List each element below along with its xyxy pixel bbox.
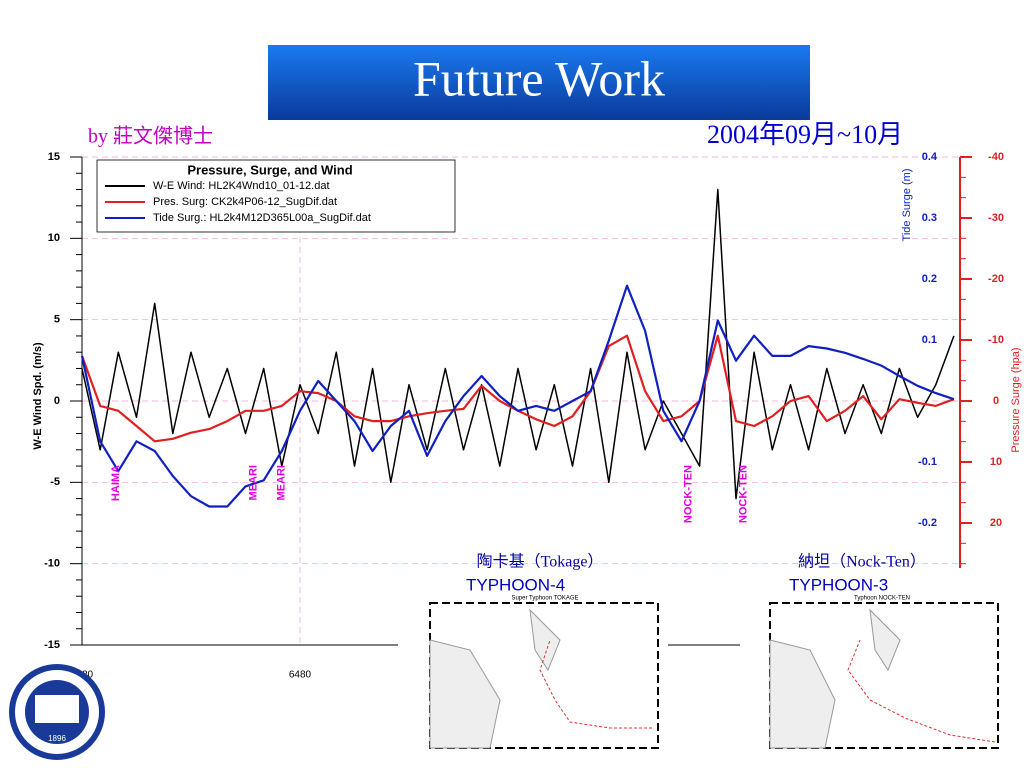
series-line [80,334,955,443]
legend-title: Pressure, Surge, and Wind [187,162,352,177]
annotation: MEARI [275,465,287,500]
legend-label: Tide Surg.: HL2k4M12D365L00a_SugDif.dat [153,212,371,224]
y-tick-label: -5 [50,476,60,488]
legend-box [96,159,456,233]
y3-tick-label: -20 [988,273,1004,285]
y3-tick-label: 20 [990,517,1002,529]
typhoon-name: 納坦（Nock-Ten） [798,553,926,571]
typhoon-label: TYPHOON-4 [466,575,565,594]
y3-tick-label: -10 [988,334,1004,346]
y2-tick-label: -0.1 [918,456,937,468]
y-tick-label: -10 [44,558,60,570]
land [769,608,901,749]
map: Super Typhoon TOKAGE [398,596,668,756]
typhoon-name: 陶卡基（Tokage） [477,553,604,571]
title-bar [268,45,810,120]
slide-title: Future Work [413,50,665,106]
y2-axis-label: Tide Surge (m) [901,169,913,242]
legend: W-E Wind: HL2K4Wnd10_01-12.dat Pres. Surg… [105,180,371,224]
y-tick-label: 15 [48,151,60,163]
y3-tick-label: 10 [990,456,1002,468]
logo: 1896 [9,664,105,760]
author: by 莊文傑博士 [88,125,213,148]
y3-tick-label: -40 [988,151,1004,163]
map: Typhoon NOCK-TEN [740,596,1020,756]
map-title: Typhoon NOCK-TEN [854,596,910,602]
track [539,639,652,729]
logo-text: 1896 [48,734,66,743]
y2-tick-label: 0.4 [922,151,938,163]
y-tick-label: 5 [54,314,60,326]
y2-tick-label: 0.3 [922,212,937,224]
series-line [80,284,955,508]
y-tick-label: 10 [48,232,60,244]
y2-tick-label: 0.1 [922,334,937,346]
y3-axis-label: Pressure Surge (hpa) [1010,347,1022,452]
y2-tick-label: -0.2 [918,517,937,529]
y3-tick-label: 0 [993,395,999,407]
y-tick-label: 0 [54,395,60,407]
y3-tick-label: -30 [988,212,1004,224]
series-line [81,188,955,500]
period: 2004年09月~10月 [707,120,903,149]
y2-tick-label: 0.2 [922,273,937,285]
legend-label: W-E Wind: HL2K4Wnd10_01-12.dat [153,180,330,192]
annotation: NOCK-TEN [737,465,749,523]
annotation: NOCK-TEN [682,465,694,523]
logo-mark [35,695,79,723]
annotation: MEARI [248,465,260,500]
land [429,608,561,749]
track [847,639,996,743]
y-axis-label: W-E Wind Spd. (m/s) [32,342,44,450]
map-title: Super Typhoon TOKAGE [511,596,578,602]
typhoon-label: TYPHOON-3 [789,575,888,594]
y-tick-label: -15 [44,639,60,651]
legend-label: Pres. Surg: CK2k4P06-12_SugDif.dat [153,196,337,208]
annotation: HAIMA [110,465,122,501]
x-tick-label: 6480 [289,670,312,681]
